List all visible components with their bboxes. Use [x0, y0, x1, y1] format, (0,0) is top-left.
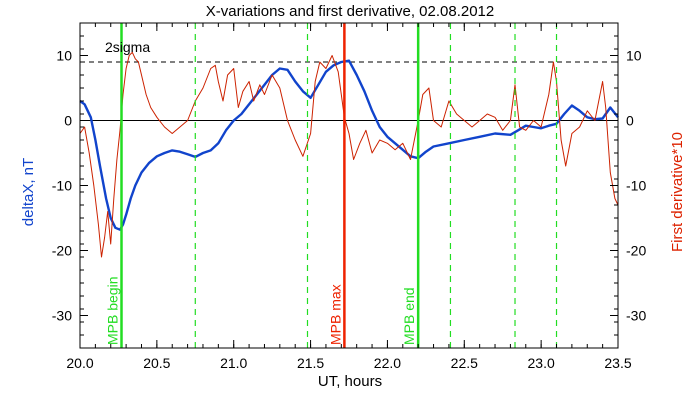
x-tick-label-4: 22.0: [374, 355, 401, 371]
x-tick-label-2: 21.0: [220, 355, 247, 371]
y-tick-label-left-0: -30: [52, 308, 72, 324]
x-tick-label-7: 23.5: [604, 355, 631, 371]
event-marker-label-2: MPB end: [401, 287, 417, 345]
chart-title: X-variations and first derivative, 02.08…: [206, 3, 495, 20]
event-marker-label-1: MPB max: [327, 284, 343, 345]
threshold-label: 2sigma: [105, 39, 150, 55]
series-line-derivative: [79, 51, 619, 258]
y-tick-label-left-2: -10: [52, 178, 72, 194]
event-marker-label-0: MPB begin: [105, 277, 121, 345]
y-tick-label-left-3: 0: [64, 113, 72, 129]
y-tick-label-right-2: -10: [626, 178, 646, 194]
x-axis-label: UT, hours: [318, 373, 382, 390]
y-axis-label-left: deltaX, nT: [20, 158, 37, 226]
plot-frame: [79, 22, 619, 349]
x-tick-label-1: 20.5: [143, 355, 170, 371]
y-axis-label-right: First derivative*10: [669, 132, 686, 252]
series-layer: [79, 51, 619, 258]
series-line-deltax: [79, 59, 619, 231]
marker-layer: MPB begin MPB max MPB end: [105, 23, 558, 348]
y-tick-label-left-1: -20: [52, 243, 72, 259]
y-tick-label-right-1: -20: [626, 243, 646, 259]
x-tick-label-0: 20.0: [66, 355, 93, 371]
y-tick-label-right-4: 10: [626, 48, 642, 64]
y-tick-label-left-4: 10: [56, 48, 72, 64]
y-tick-label-right-3: 0: [626, 113, 634, 129]
x-tick-label-6: 23.0: [528, 355, 555, 371]
axes-layer: 20.0 20.5 21.0 21.5 22.0 22.5 23.0 23.5 -30 -30 -2…: [52, 22, 646, 371]
x-tick-label-3: 21.5: [297, 355, 324, 371]
x-tick-label-5: 22.5: [451, 355, 478, 371]
y-tick-label-right-0: -30: [626, 308, 646, 324]
